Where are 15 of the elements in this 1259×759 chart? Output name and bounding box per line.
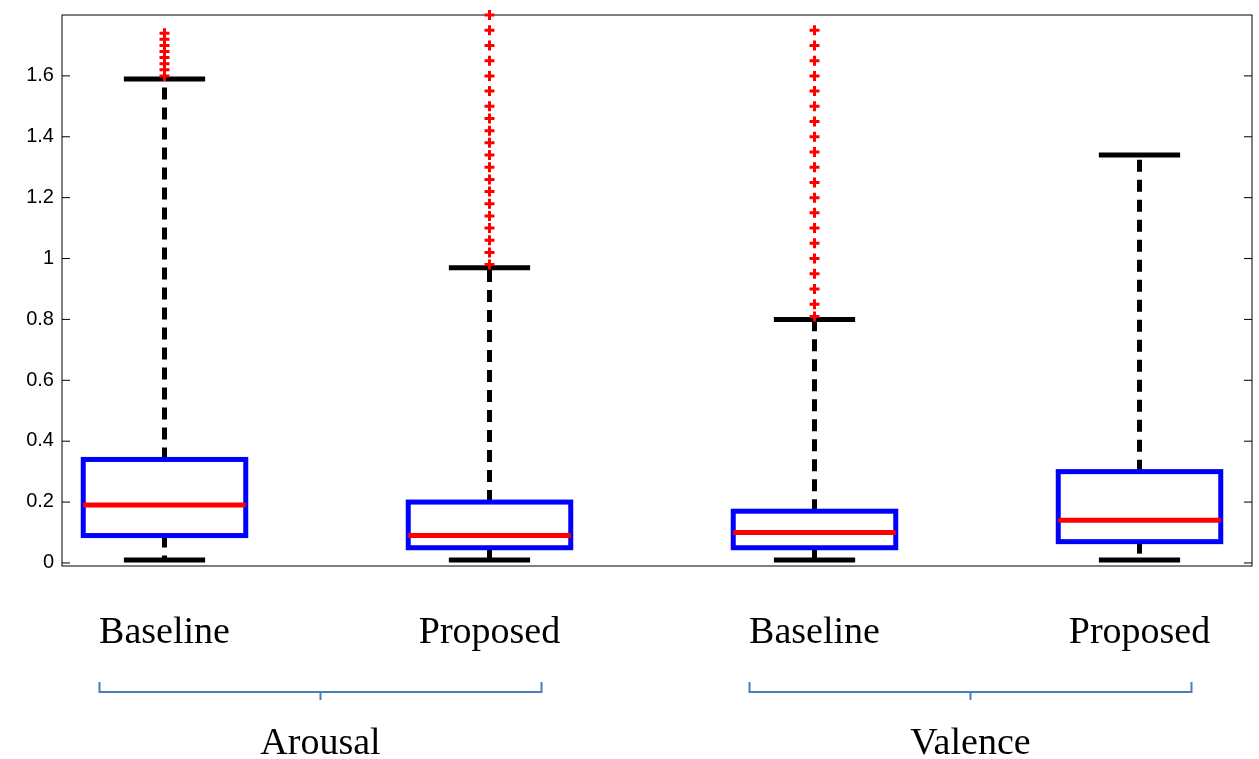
- text: Arousal: [260, 720, 381, 759]
- y-tick-label: 0.4: [26, 428, 54, 451]
- y-tick-label: 0.2: [26, 489, 54, 512]
- y-tick-label: 1.2: [26, 184, 54, 207]
- y-tick-label: 1.4: [26, 124, 54, 147]
- y-tick-label: 0: [42, 550, 54, 573]
- y-tick-label: 1.6: [26, 63, 54, 86]
- x-tick-label: Baseline: [749, 609, 880, 651]
- y-tick-label: 0.6: [26, 367, 54, 390]
- y-tick-label: 0.8: [26, 306, 54, 329]
- text: Valence: [910, 720, 1031, 759]
- x-tick-label: Baseline: [99, 609, 230, 651]
- x-tick-label: Proposed: [1068, 609, 1211, 651]
- x-tick-label: Proposed: [418, 609, 561, 651]
- y-tick-label: 1: [42, 245, 54, 268]
